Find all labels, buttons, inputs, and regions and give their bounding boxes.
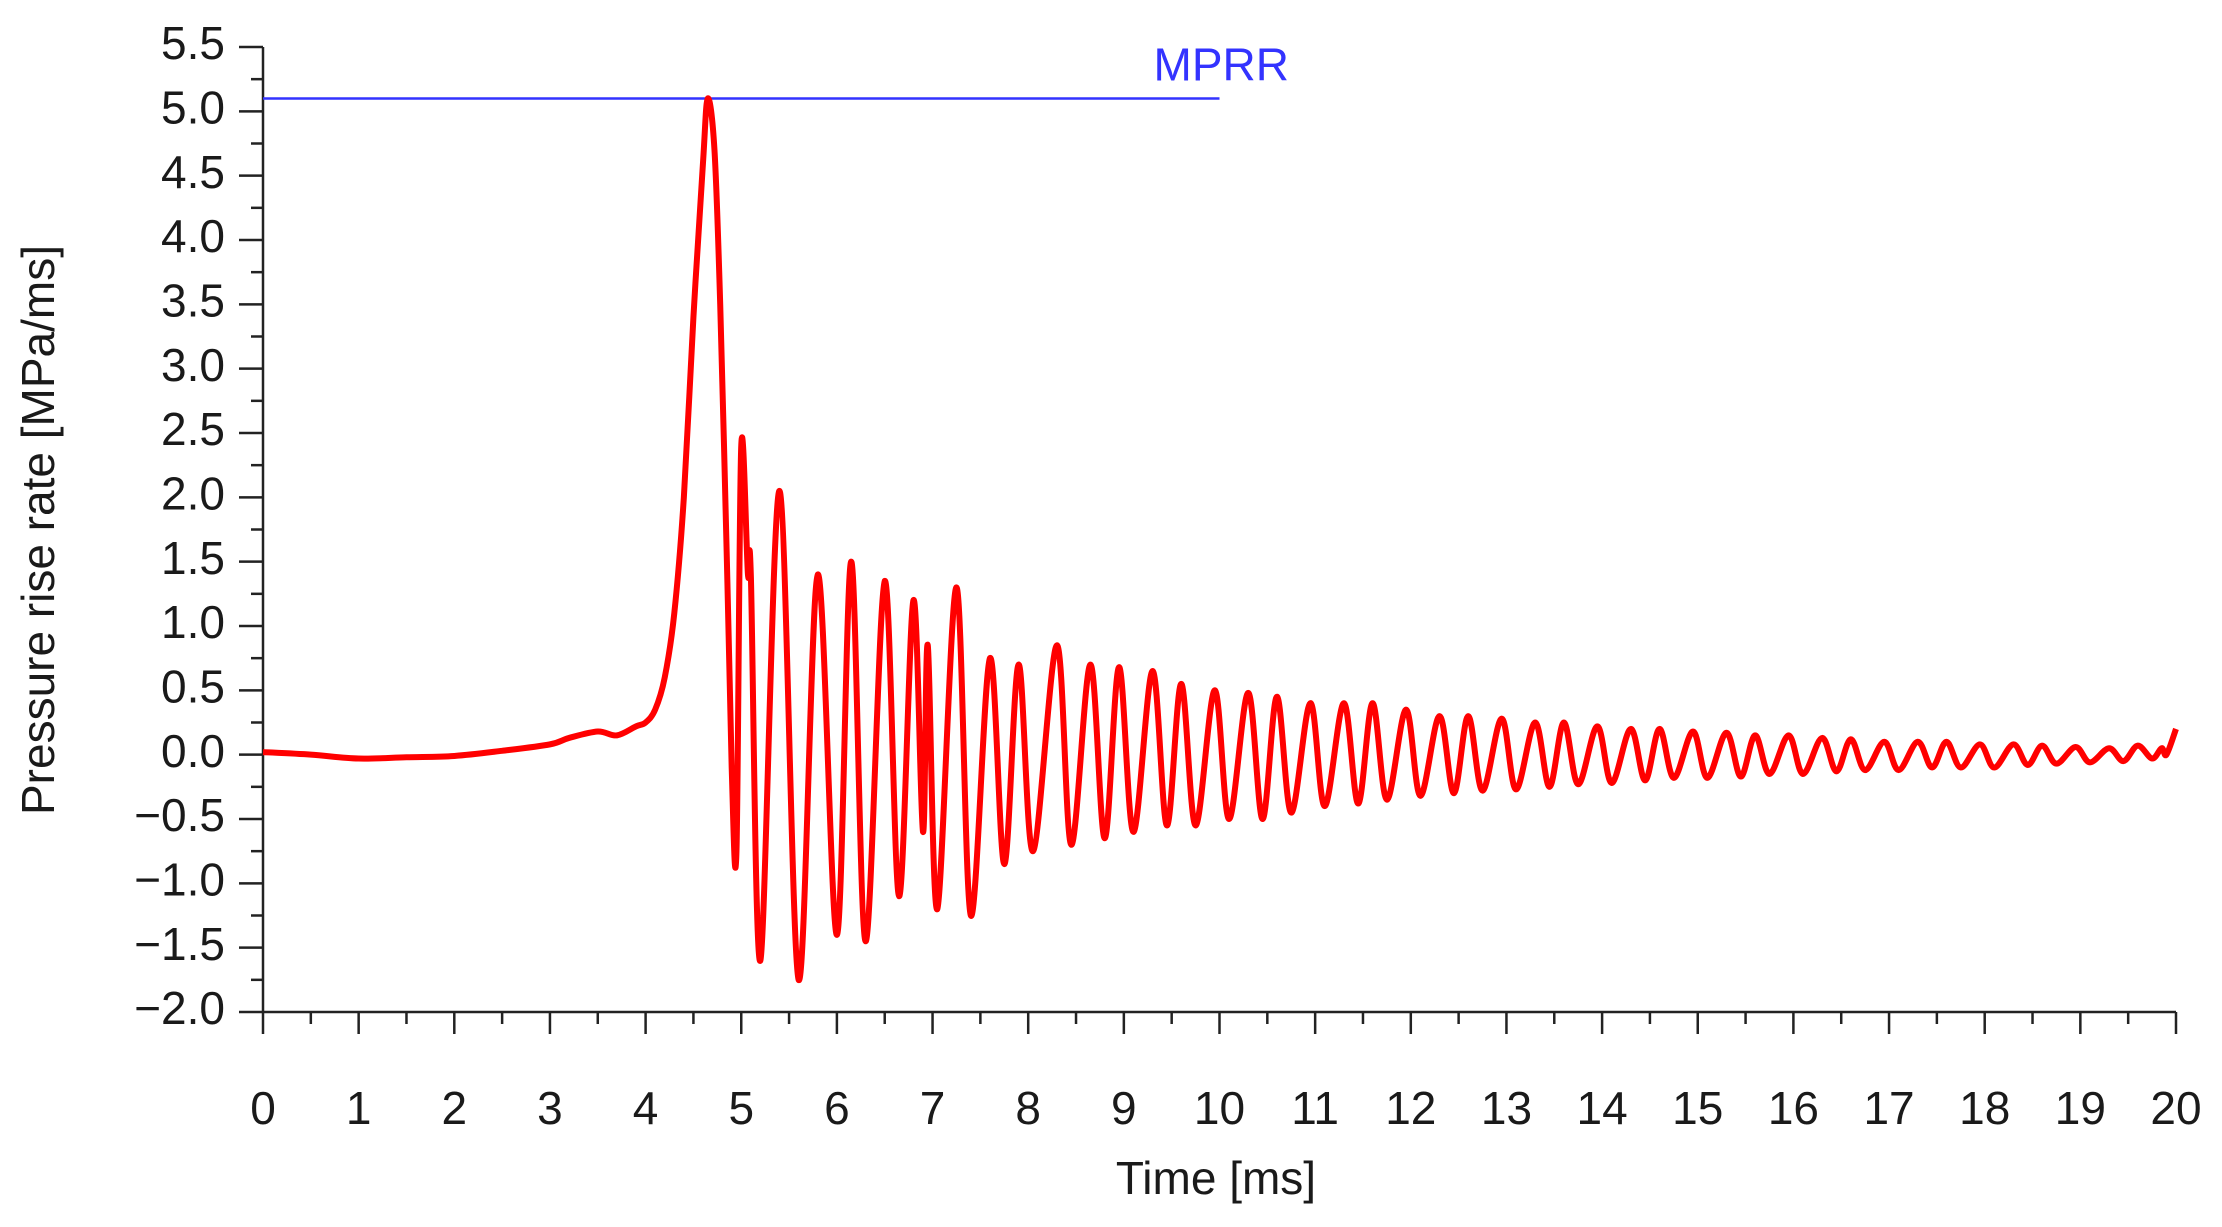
x-tick-label: 13 [1481,1082,1532,1134]
x-tick-label: 6 [824,1082,850,1134]
y-tick-label: 2.0 [161,467,225,519]
y-tick-label: 0.0 [161,725,225,777]
x-tick-label: 20 [2150,1082,2201,1134]
x-tick-label: 12 [1385,1082,1436,1134]
x-tick-label: 14 [1577,1082,1628,1134]
y-tick-label: 1.0 [161,596,225,648]
x-tick-label: 7 [920,1082,946,1134]
x-tick-label: 5 [728,1082,754,1134]
x-tick-label: 18 [1959,1082,2010,1134]
x-tick-label: 0 [250,1082,276,1134]
y-tick-label: 1.5 [161,532,225,584]
y-tick-label: −1.0 [134,853,225,905]
y-tick-label: −2.0 [134,982,225,1034]
y-tick-label: 3.5 [161,274,225,326]
y-tick-label: 5.5 [161,17,225,69]
x-tick-label: 17 [1863,1082,1914,1134]
y-tick-label: −0.5 [134,789,225,841]
y-tick-label: −1.5 [134,918,225,970]
y-tick-label: 4.0 [161,210,225,262]
y-tick-label: 3.0 [161,339,225,391]
x-tick-label: 16 [1768,1082,1819,1134]
y-tick-label: 4.5 [161,146,225,198]
y-tick-label: 2.5 [161,403,225,455]
reference-label: MPRR [1154,39,1289,91]
x-tick-label: 3 [537,1082,563,1134]
x-tick-label: 4 [633,1082,659,1134]
y-tick-label: 0.5 [161,660,225,712]
x-tick-label: 1 [346,1082,372,1134]
y-tick-label: 5.0 [161,81,225,133]
x-axis-label: Time [ms] [1116,1152,1316,1204]
x-tick-label: 10 [1194,1082,1245,1134]
x-tick-label: 8 [1015,1082,1041,1134]
y-axis-label: Pressure rise rate [MPa/ms] [12,245,64,815]
data-line [262,95,2179,983]
x-tick-label: 9 [1111,1082,1137,1134]
x-tick-label: 11 [1291,1082,1339,1134]
x-tick-label: 2 [442,1082,468,1134]
x-tick-label: 19 [2055,1082,2106,1134]
x-tick-label: 15 [1672,1082,1723,1134]
